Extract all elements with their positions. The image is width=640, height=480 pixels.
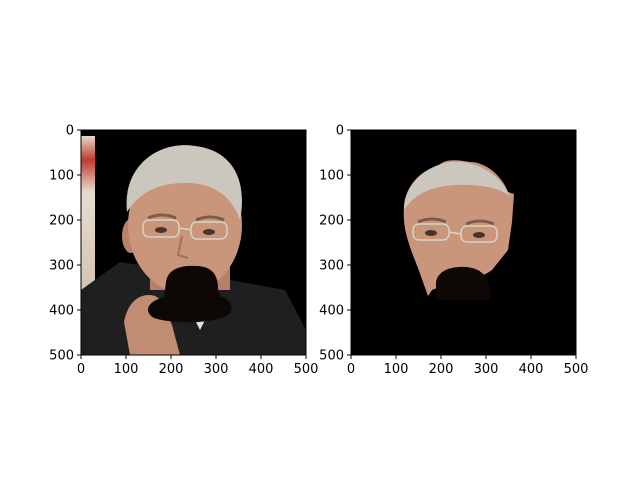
right-x-tick-label: 400	[519, 362, 544, 377]
right-x-tick-label: 300	[474, 362, 499, 377]
left-y-tick-label: 300	[49, 259, 74, 274]
right-x-tick-label: 500	[564, 362, 589, 377]
right-y-tick-label: 400	[319, 304, 344, 319]
right-y-tick-label: 300	[319, 259, 344, 274]
left-x-tick-label: 100	[114, 362, 139, 377]
left-y-tick-label: 100	[49, 169, 74, 184]
right-x-tick-label: 200	[429, 362, 454, 377]
right-x-tick-label: 0	[347, 362, 355, 377]
left-x-tick-label: 0	[77, 362, 85, 377]
left-x-tick-label: 500	[294, 362, 319, 377]
right-image	[351, 130, 576, 355]
left-x-tick-label: 300	[204, 362, 229, 377]
left-x-tick-label: 200	[159, 362, 184, 377]
right-y-tick-label: 100	[319, 169, 344, 184]
right-axes-frame	[350, 129, 577, 356]
left-image	[81, 130, 306, 355]
left-y-tick-label: 400	[49, 304, 74, 319]
left-y-tick-label: 200	[49, 214, 74, 229]
left-x-tick-label: 400	[249, 362, 274, 377]
right-y-tick-label: 200	[319, 214, 344, 229]
left-y-tick-label: 500	[49, 349, 74, 364]
right-x-tick-label: 100	[384, 362, 409, 377]
left-y-tick-label: 0	[66, 124, 74, 139]
right-y-tick-label: 0	[336, 124, 344, 139]
right-y-tick-label: 500	[319, 349, 344, 364]
left-axes-frame	[80, 129, 307, 356]
